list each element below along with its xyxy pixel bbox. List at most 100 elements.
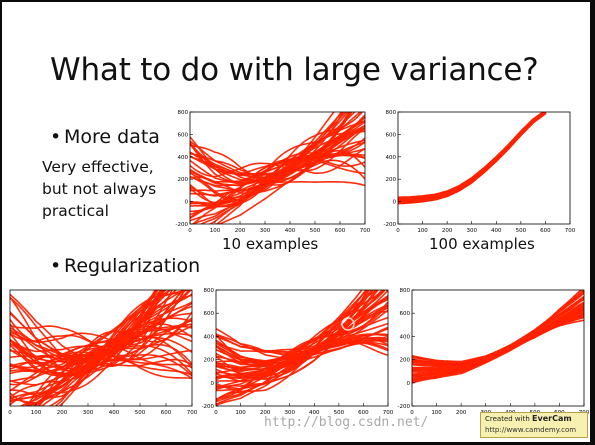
y-tick-label: 600: [178, 132, 189, 138]
x-tick-label: 100: [235, 410, 246, 416]
fit-curve: [10, 325, 192, 353]
y-tick-label: 200: [178, 177, 189, 183]
bullet-label: Regularization: [64, 255, 201, 277]
y-tick-label: 200: [400, 358, 411, 364]
x-tick-label: 0: [214, 410, 218, 416]
x-tick-label: 500: [334, 410, 345, 416]
note-text: Very effective, but not always practical: [42, 156, 156, 222]
y-tick-label: -200: [398, 404, 411, 410]
fit-curve: [216, 338, 388, 388]
x-tick-label: 200: [442, 228, 453, 234]
caption-100-examples: 100 examples: [429, 235, 535, 253]
fit-curve: [190, 144, 365, 186]
x-tick-label: 500: [516, 228, 527, 234]
x-tick-label: 300: [466, 228, 477, 234]
y-tick-label: 600: [400, 311, 411, 317]
fit-curve: [398, 112, 547, 204]
x-tick-label: 0: [8, 410, 12, 416]
x-tick-label: 100: [417, 228, 428, 234]
fit-curve: [190, 112, 362, 192]
cursor-highlight: [341, 317, 355, 331]
x-tick-label: 100: [31, 410, 42, 416]
evercam-badge[interactable]: Created with EverCam http://www.camdemy.…: [480, 412, 588, 438]
y-tick-label: -200: [384, 222, 397, 228]
fit-curve: [10, 294, 192, 368]
y-tick-label: 400: [178, 155, 189, 161]
x-tick-label: 300: [260, 228, 271, 234]
fit-curve: [10, 323, 192, 406]
fit-curve: [412, 313, 584, 370]
fit-curve: [412, 291, 584, 365]
badge-line1: Created with: [485, 415, 530, 423]
y-tick-label: -200: [176, 222, 189, 228]
x-tick-label: 500: [135, 410, 146, 416]
slide-title: What to do with large variance?: [50, 52, 539, 88]
x-tick-label: 100: [431, 410, 442, 416]
y-tick-label: 200: [204, 358, 215, 364]
fit-curve: [216, 317, 388, 403]
fit-curve: [216, 304, 388, 390]
note-line: but not always: [42, 180, 157, 198]
y-tick-label: -200: [202, 404, 215, 410]
fit-curve: [216, 290, 385, 363]
x-tick-label: 300: [284, 410, 295, 416]
x-tick-label: 0: [188, 228, 192, 234]
plot-curves: [412, 290, 584, 384]
plot-curves: [398, 112, 547, 205]
plot-curves: [190, 112, 365, 224]
plot-frame: [411, 289, 585, 407]
note-line: practical: [42, 202, 109, 220]
x-tick-label: 0: [410, 410, 414, 416]
caption-10-examples: 10 examples: [222, 235, 319, 253]
badge-url: http://www.camdemy.com: [485, 426, 577, 434]
x-tick-label: 500: [310, 228, 321, 234]
fit-curve: [10, 325, 192, 370]
fit-curve: [412, 292, 584, 371]
x-tick-label: 200: [260, 410, 271, 416]
fit-curve: [216, 298, 388, 390]
y-tick-label: 400: [386, 155, 397, 161]
watermark-url: http://blog.csdn.net/: [264, 415, 429, 430]
y-tick-label: 600: [204, 311, 215, 317]
slide: What to do with large variance? • More da…: [2, 2, 590, 442]
fit-curve: [190, 116, 365, 216]
fit-curve: [398, 112, 547, 204]
fit-curve: [412, 290, 584, 372]
fit-curve: [10, 302, 192, 400]
fit-curve: [38, 358, 192, 406]
y-tick-label: 600: [386, 132, 397, 138]
fit-curve: [216, 322, 388, 392]
x-tick-label: 700: [360, 228, 371, 234]
plot-frame: [189, 111, 366, 225]
y-tick-label: 800: [178, 110, 189, 116]
y-tick-label: 400: [204, 334, 215, 340]
bullet-more-data: • More data: [50, 126, 160, 148]
fit-curve: [190, 112, 364, 204]
fit-curve: [398, 112, 547, 201]
fit-curve: [398, 112, 547, 203]
x-tick-label: 100: [210, 228, 221, 234]
plot-regularization-1: 0 100 200 300 400 500 600 700: [8, 289, 198, 416]
fit-curve: [190, 112, 345, 176]
x-tick-label: 200: [235, 228, 246, 234]
fit-curve: [208, 120, 365, 224]
badge-brand: EverCam: [532, 414, 572, 423]
fit-curve: [10, 290, 191, 357]
x-tick-label: 600: [540, 228, 551, 234]
bullet-regularization: • Regularization: [50, 255, 200, 277]
x-tick-label: 0: [396, 228, 400, 234]
plot-curves: [10, 290, 192, 406]
x-tick-label: 700: [187, 410, 198, 416]
fit-curve: [398, 112, 547, 202]
fit-curve: [216, 305, 388, 364]
x-tick-label: 300: [83, 410, 94, 416]
fit-curve: [398, 112, 547, 202]
bullet-dot: •: [50, 255, 62, 277]
x-tick-label: 200: [456, 410, 467, 416]
fit-curve: [199, 112, 349, 224]
y-tick-label: 0: [185, 200, 189, 206]
